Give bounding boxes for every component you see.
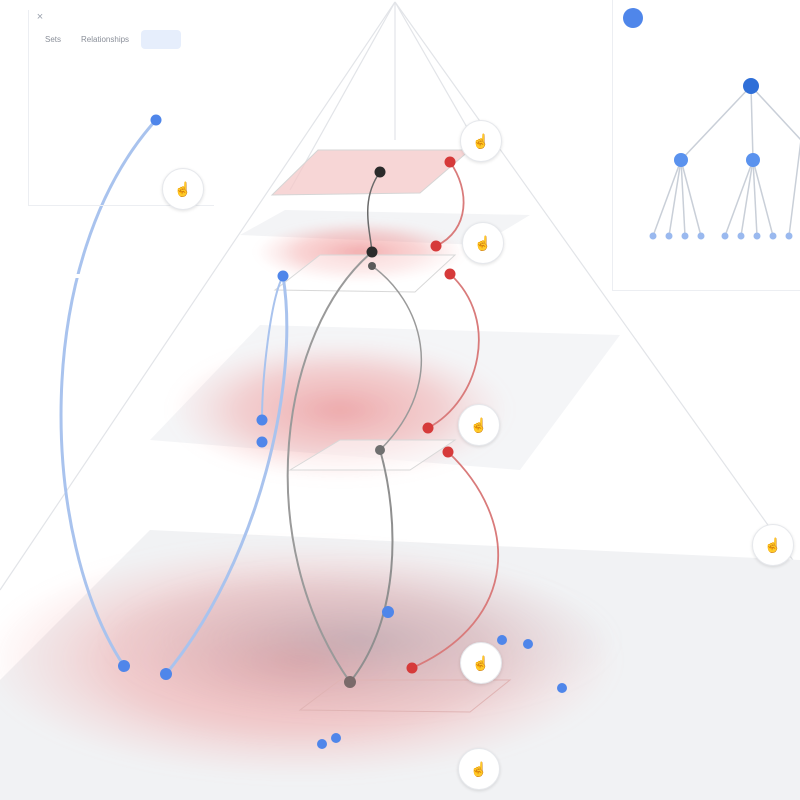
layer-2-focus-frame [273,254,457,293]
side-annotation [14,274,106,278]
layer-4-gray-cloud [100,560,620,720]
hierarchy-panel [612,0,800,291]
node-gray [368,262,376,270]
layer-1-plane [272,150,470,195]
tree-leaf-node [697,232,705,240]
node-blue [317,739,327,749]
pointer-hand-icon[interactable]: ☝ [458,748,500,790]
link-blue-mid [261,275,284,421]
node-dark [374,166,386,178]
node-red [422,422,434,434]
nodes [118,114,567,749]
node-blue [256,414,268,426]
link-gray-left [286,251,373,683]
node-red [406,662,418,674]
node-gray [375,445,385,455]
tree-child-node [746,153,760,167]
layer-2 [240,210,530,293]
node-dark [366,246,378,258]
node-red [442,446,454,458]
link-blue-short [164,275,289,675]
node-blue [331,733,341,743]
link-red-1 [435,161,465,247]
control-panel: × Sets Relationships [28,10,214,206]
hierarchy-edges [652,85,800,237]
close-icon[interactable]: × [36,11,44,23]
tab-active[interactable] [141,30,182,49]
hierarchy-nodes [649,78,793,240]
pyramid-edge-right [394,1,800,571]
layer-3 [150,325,620,480]
node-gray [344,676,356,688]
node-red [444,156,456,168]
tab-bar: Sets Relationships [37,30,182,49]
pyramid-edge-inner-left [289,1,396,191]
layer-4-focus-frame [298,679,512,713]
node-red [444,268,456,280]
pointer-hand-icon[interactable]: ☝ [162,168,204,210]
link-dark-1 [367,171,381,253]
zoom-level-3-icon[interactable]: ☝ [458,404,500,446]
tab-relationships[interactable]: Relationships [73,30,138,49]
node-blue [277,270,289,282]
tab-sets[interactable]: Sets [37,30,70,49]
tree-leaf-node [665,232,673,240]
link-red-3 [411,451,500,669]
hierarchy-dot-icon [623,8,643,28]
node-blue [256,436,268,448]
link-gray-mid [371,265,423,451]
tree-child-node [674,153,688,167]
link-gray-down [349,449,394,683]
zoom-level-2-icon[interactable]: ☝ [462,222,504,264]
node-blue [160,668,172,680]
tree-leaf-node [721,232,729,240]
node-blue [557,683,567,693]
tree-leaf-node [649,232,657,240]
zoom-level-1-icon[interactable]: ☝ [460,120,502,162]
hierarchy-tree [649,78,800,240]
node-blue [382,606,394,618]
tree-leaf-node [769,232,777,240]
node-blue [523,639,533,649]
node-blue [497,635,507,645]
link-blue-long [59,118,158,667]
link-red-2 [427,273,480,429]
links [59,118,500,683]
layer-3-focus-frame [288,439,457,471]
tree-root-node [743,78,759,94]
tree-leaf-node [785,232,793,240]
tree-leaf-node [681,232,689,240]
node-red [430,240,442,252]
tree-leaf-node [753,232,761,240]
hierarchy-header[interactable] [623,8,651,28]
node-blue [150,114,162,126]
node-blue [118,660,130,672]
zoom-level-4-icon[interactable]: ☝ [460,642,502,684]
pointer-hand-icon[interactable]: ☝ [752,524,794,566]
tree-leaf-node [737,232,745,240]
